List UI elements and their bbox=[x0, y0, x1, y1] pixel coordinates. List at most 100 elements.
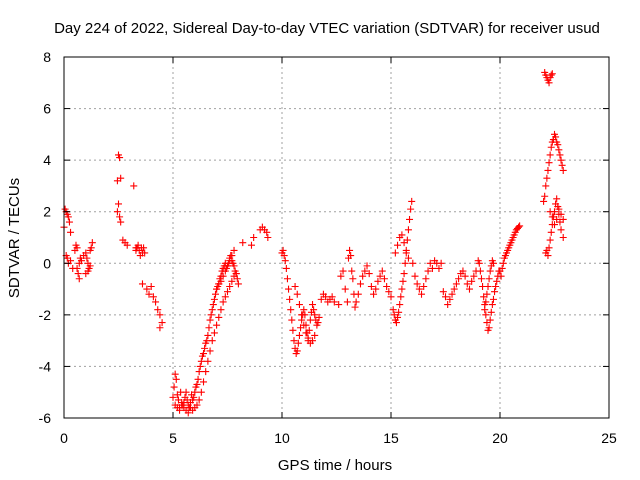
data-point bbox=[74, 270, 82, 278]
data-point bbox=[409, 259, 417, 267]
data-point bbox=[147, 282, 155, 290]
data-point bbox=[219, 298, 227, 306]
data-point bbox=[552, 133, 560, 141]
data-point bbox=[239, 239, 247, 247]
data-point bbox=[226, 282, 234, 290]
data-point bbox=[465, 285, 473, 293]
data-point bbox=[450, 285, 458, 293]
data-point bbox=[408, 197, 416, 205]
data-point bbox=[499, 259, 507, 267]
data-point bbox=[541, 192, 549, 200]
data-point bbox=[486, 267, 494, 275]
data-point bbox=[546, 236, 554, 244]
data-point bbox=[394, 313, 402, 321]
data-point bbox=[483, 290, 491, 298]
data-point bbox=[322, 293, 330, 301]
data-point bbox=[426, 259, 434, 267]
x-tick-label: 10 bbox=[274, 430, 290, 446]
data-point bbox=[428, 264, 436, 272]
data-point bbox=[481, 306, 489, 314]
data-point bbox=[400, 270, 408, 278]
data-point bbox=[492, 282, 500, 290]
data-point bbox=[559, 166, 567, 174]
data-point bbox=[442, 293, 449, 301]
data-point bbox=[475, 259, 483, 267]
data-point bbox=[288, 316, 296, 324]
y-tick-labels: -6 -4 -2 0 2 4 6 8 bbox=[39, 49, 52, 426]
data-point bbox=[141, 249, 149, 257]
data-point bbox=[217, 306, 225, 314]
data-point bbox=[206, 347, 214, 355]
data-point bbox=[311, 311, 319, 319]
data-point bbox=[77, 257, 85, 265]
data-point bbox=[317, 295, 325, 303]
data-point bbox=[169, 393, 177, 401]
data-point bbox=[394, 241, 402, 249]
data-point bbox=[470, 272, 478, 280]
data-point bbox=[290, 337, 298, 345]
data-point bbox=[314, 319, 322, 327]
data-point bbox=[215, 313, 223, 321]
data-point bbox=[545, 244, 553, 252]
data-point bbox=[206, 316, 214, 324]
data-point bbox=[176, 406, 184, 414]
y-tick-label: 2 bbox=[43, 204, 51, 220]
data-point bbox=[285, 285, 293, 293]
data-point bbox=[515, 223, 523, 231]
data-point bbox=[291, 282, 299, 290]
data-point bbox=[116, 154, 124, 162]
data-point bbox=[546, 208, 554, 216]
plot-frame bbox=[63, 56, 610, 419]
data-point bbox=[498, 264, 506, 272]
data-point bbox=[544, 252, 552, 260]
data-point bbox=[117, 174, 125, 182]
data-point bbox=[309, 337, 317, 345]
data-point bbox=[374, 277, 382, 285]
data-point bbox=[557, 226, 565, 234]
data-point bbox=[548, 70, 556, 78]
data-point bbox=[213, 321, 221, 329]
data-point bbox=[226, 257, 234, 265]
data-point bbox=[82, 249, 90, 257]
data-point bbox=[489, 259, 497, 267]
data-point bbox=[553, 215, 561, 223]
data-point bbox=[493, 277, 501, 285]
data-point bbox=[300, 321, 308, 329]
data-point bbox=[224, 288, 231, 296]
data-point bbox=[546, 151, 554, 159]
x-tick-label: 20 bbox=[492, 430, 508, 446]
data-point bbox=[264, 234, 272, 241]
data-point bbox=[209, 301, 217, 309]
data-point bbox=[452, 280, 460, 288]
data-point bbox=[444, 301, 452, 309]
data-point bbox=[424, 267, 432, 275]
data-point bbox=[398, 231, 406, 239]
data-point bbox=[295, 301, 303, 309]
data-point bbox=[283, 275, 291, 283]
data-point bbox=[65, 218, 73, 226]
data-point bbox=[459, 267, 467, 275]
data-point bbox=[280, 252, 288, 260]
y-tick-label: 8 bbox=[43, 49, 51, 65]
data-point bbox=[420, 282, 428, 290]
data-point bbox=[407, 205, 415, 213]
data-point bbox=[486, 316, 494, 324]
data-point bbox=[138, 280, 146, 288]
data-point bbox=[352, 298, 360, 306]
data-point bbox=[115, 200, 122, 208]
x-axis-label: GPS time / hours bbox=[278, 457, 392, 474]
data-point bbox=[156, 311, 164, 319]
data-point bbox=[554, 141, 562, 149]
data-point bbox=[197, 388, 205, 396]
data-point bbox=[484, 282, 492, 290]
data-point bbox=[302, 329, 310, 337]
data-point bbox=[228, 277, 236, 285]
data-point bbox=[193, 401, 201, 409]
data-point bbox=[359, 272, 367, 280]
data-point bbox=[224, 262, 231, 270]
data-point bbox=[143, 285, 151, 293]
data-point bbox=[263, 228, 271, 236]
data-point bbox=[553, 195, 561, 203]
data-point bbox=[194, 375, 202, 383]
